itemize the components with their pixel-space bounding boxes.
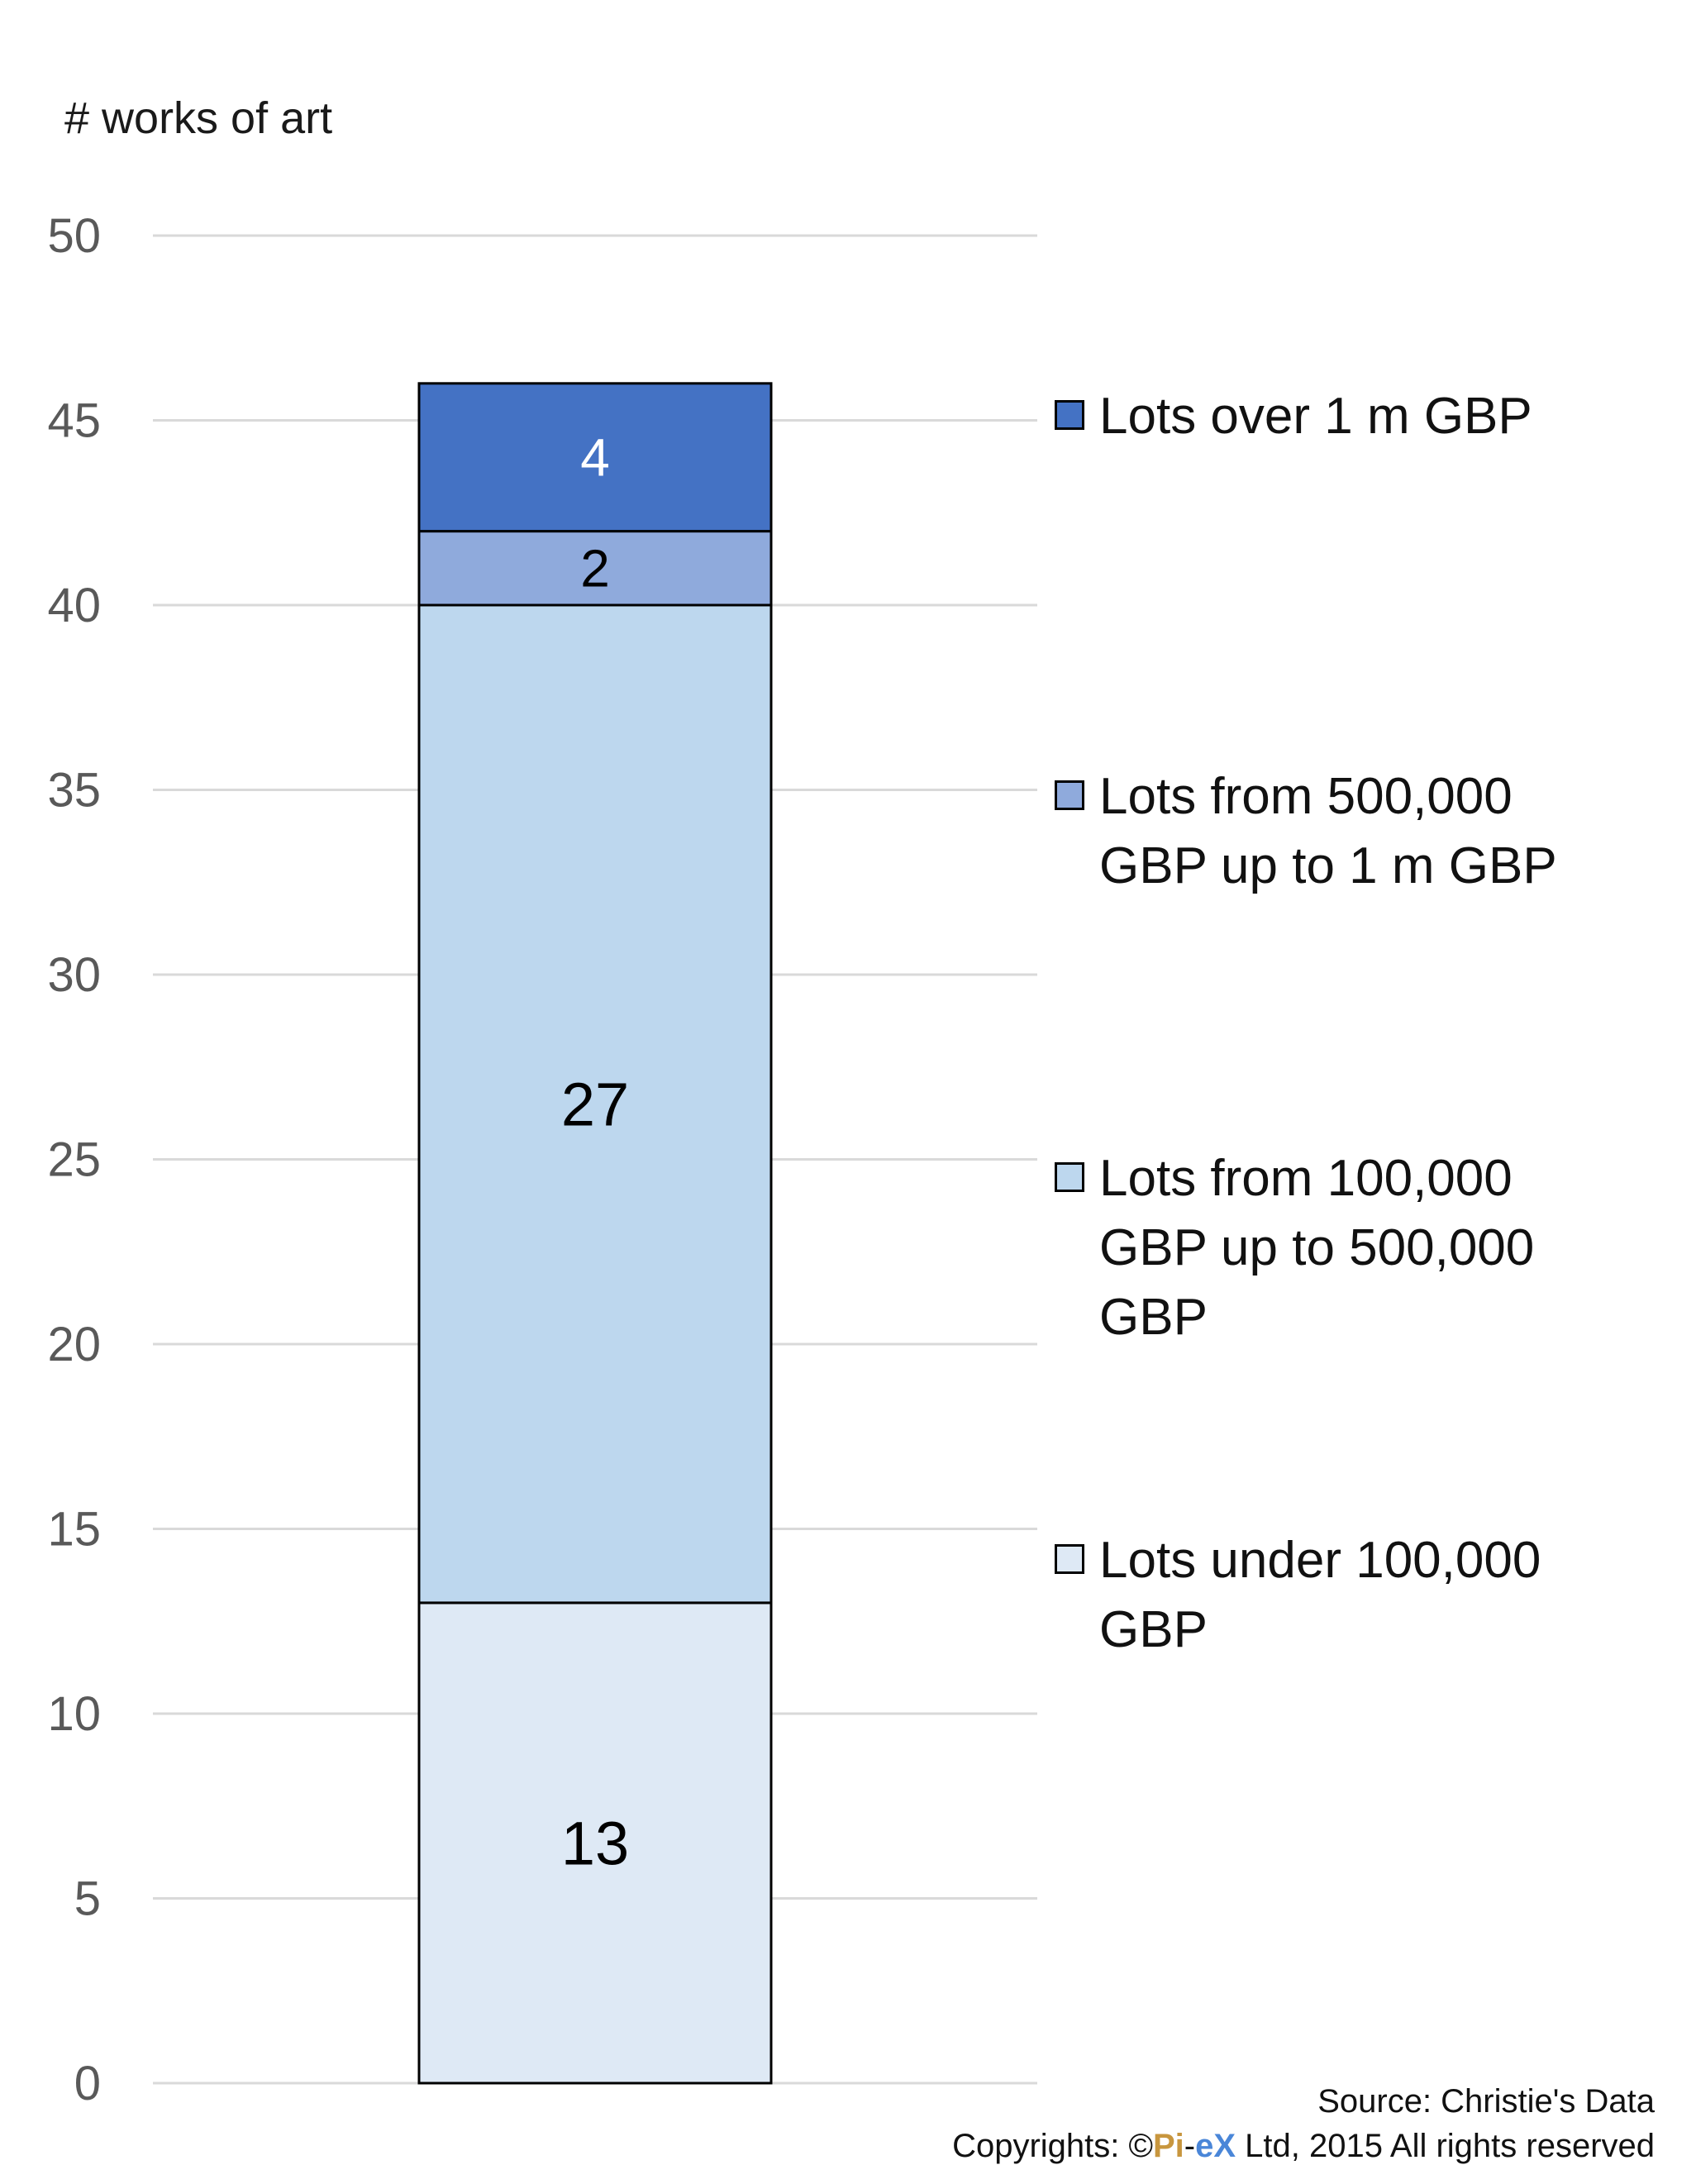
legend-swatch-under-100k: [1055, 1544, 1084, 1574]
copyright-prefix: Copyrights: ©: [952, 2128, 1153, 2164]
bar-data-labels: 13 27 2 4: [561, 428, 629, 1878]
bar-segment: [417, 603, 773, 1605]
legend-swatch-100k-500k: [1055, 1162, 1084, 1192]
legend-label-over-1m: Lots over 1 m GBP: [1099, 388, 1532, 445]
y-tick-label: 20: [47, 1318, 101, 1371]
bar-data-label: 4: [580, 428, 610, 488]
y-tick-label: 35: [47, 764, 101, 818]
legend-item-over-1m: Lots over 1 m GBP: [1055, 382, 1562, 451]
legend-swatch-over-1m: [1055, 400, 1084, 430]
y-tick-label: 15: [47, 1503, 101, 1557]
y-tick-label: 10: [47, 1687, 101, 1741]
copyright-note: Copyrights: ©Pi-eX Ltd, 2015 All rights …: [952, 2128, 1655, 2165]
y-tick-label: 5: [74, 1872, 101, 1926]
source-note: Source: Christie's Data: [1317, 2083, 1655, 2120]
bar-segment: [417, 1601, 773, 2085]
y-tick-label: 0: [74, 2057, 101, 2110]
bar-segment: [417, 530, 773, 607]
y-tick-label: 40: [47, 579, 101, 632]
y-axis-label: # works of art: [64, 93, 333, 143]
y-tick-label: 45: [47, 394, 101, 448]
legend-label-500k-1m: Lots from 500,000 GBP up to 1 m GBP: [1099, 768, 1557, 894]
brand-dash: -: [1184, 2128, 1196, 2164]
brand-pi: Pi: [1152, 2128, 1184, 2164]
y-tick-label: 50: [47, 209, 101, 263]
bar-data-label: 2: [580, 539, 610, 598]
bar-data-label: 13: [561, 1809, 629, 1877]
legend-label-under-100k: Lots under 100,000 GBP: [1099, 1532, 1541, 1658]
y-axis-ticks: 0 5 10 15 20 25 30 35 40 45 50: [47, 209, 101, 2110]
brand-ex: eX: [1195, 2128, 1236, 2164]
legend-item-500k-1m: Lots from 500,000 GBP up to 1 m GBP: [1055, 762, 1562, 901]
copyright-suffix: Ltd, 2015 All rights reserved: [1236, 2128, 1655, 2164]
y-tick-label: 30: [47, 948, 101, 1002]
legend-item-100k-500k: Lots from 100,000 GBP up to 500,000 GBP: [1055, 1144, 1562, 1352]
legend-label-100k-500k: Lots from 100,000 GBP up to 500,000 GBP: [1099, 1150, 1535, 1346]
legend-swatch-500k-1m: [1055, 780, 1084, 810]
bar-segments: [417, 382, 773, 2085]
y-tick-label: 25: [47, 1133, 101, 1187]
bar-data-label: 27: [561, 1070, 629, 1138]
bar-segment: [417, 382, 773, 533]
legend-item-under-100k: Lots under 100,000 GBP: [1055, 1526, 1562, 1665]
